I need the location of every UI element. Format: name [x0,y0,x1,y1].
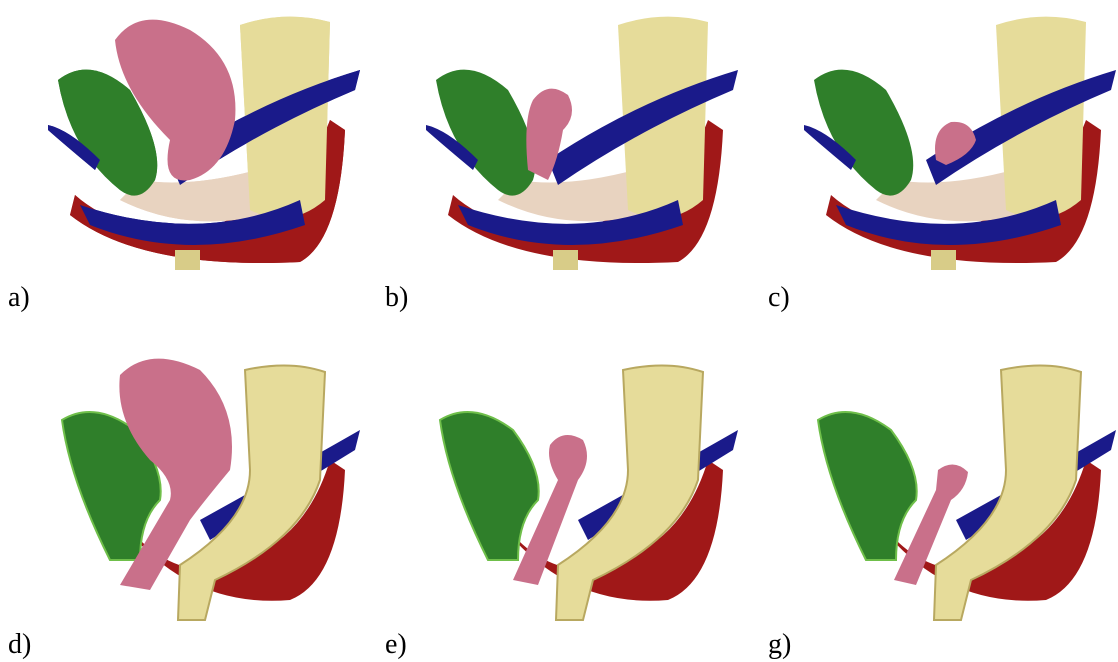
panel [804,17,1116,270]
panel-label: g) [768,629,791,660]
panel-label: a) [8,282,30,313]
panel-label: e) [385,629,407,660]
panel-label: b) [385,282,408,313]
page: {"panels": [{"label": "a)"}, {"label": "… [0,0,1118,662]
panel [440,365,738,620]
panel [62,359,360,620]
panel-label: c) [768,282,790,313]
figure: a) b) c) d) e) g) [0,0,1118,662]
panel [818,365,1116,620]
panel [426,17,738,270]
panel [48,17,360,270]
panel-label: d) [8,629,31,660]
